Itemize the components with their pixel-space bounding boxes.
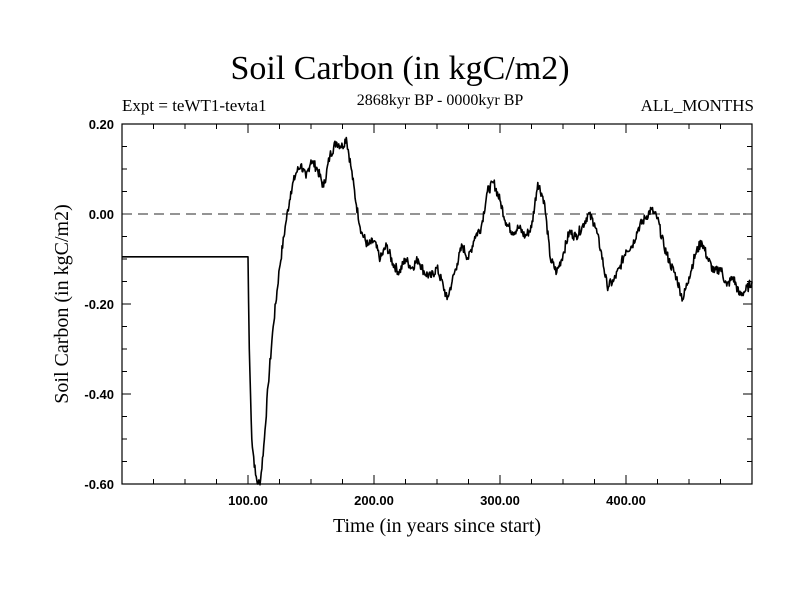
y-tick-label: -0.20 (84, 297, 114, 312)
x-axis-label: Time (in years since start) (333, 515, 541, 537)
chart-subtitle: 2868kyr BP - 0000kyr BP (356, 92, 524, 109)
months-label: ALL_MONTHS (640, 96, 754, 115)
x-tick-label: 400.00 (606, 493, 646, 508)
chart-title: Soil Carbon (in kgC/m2) (230, 50, 570, 87)
y-tick-label: 0.00 (89, 207, 114, 222)
plot-frame (121, 123, 753, 485)
y-tick-label: -0.60 (84, 477, 114, 492)
experiment-label: Expt = teWT1-tevta1 (122, 96, 267, 115)
y-tick-label: 0.20 (89, 117, 114, 132)
y-tick-label: -0.40 (84, 387, 114, 402)
x-tick-label: 300.00 (480, 493, 520, 508)
x-tick-label: 200.00 (354, 493, 394, 508)
series-line-soil-carbon (122, 136, 753, 486)
labels-layer: 100.00 200.00 300.00 400.00 0.20 0.00 -0.20 -0.… (84, 117, 646, 508)
ticks-layer (121, 123, 753, 485)
y-axis-label: Soil Carbon (in kgC/m2) (51, 204, 73, 403)
x-tick-label: 100.00 (228, 493, 268, 508)
